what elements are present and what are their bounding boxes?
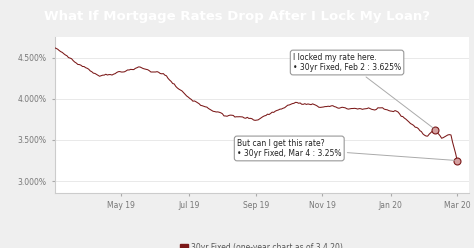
Text: What If Mortgage Rates Drop After I Lock My Loan?: What If Mortgage Rates Drop After I Lock… [44,10,430,23]
Text: I locked my rate here.
• 30yr Fixed, Feb 2 : 3.625%: I locked my rate here. • 30yr Fixed, Feb… [293,53,433,128]
Text: But can I get this rate?
• 30yr Fixed, Mar 4 : 3.25%: But can I get this rate? • 30yr Fixed, M… [237,139,455,160]
Legend: 30yr Fixed (one-year chart as of 3.4.20): 30yr Fixed (one-year chart as of 3.4.20) [178,240,346,248]
